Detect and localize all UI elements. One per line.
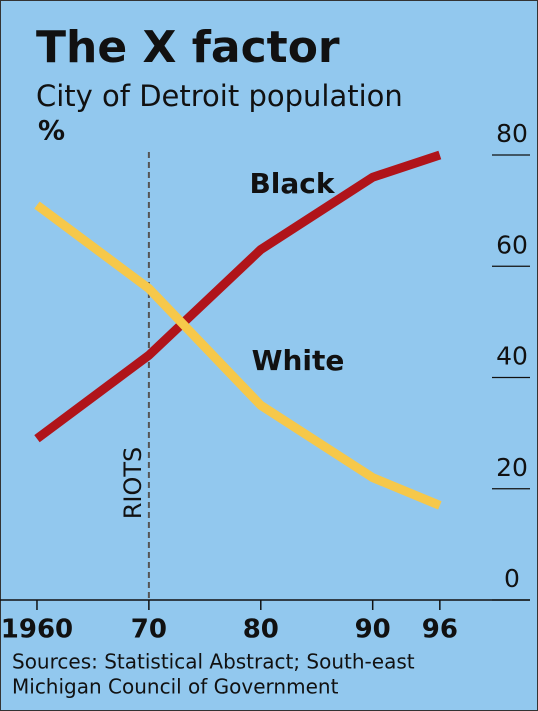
y-tick-label: 0 <box>504 564 520 593</box>
y-tick-label: 80 <box>496 119 528 148</box>
x-tick-label: 1960 <box>1 615 73 645</box>
x-tick-label: 90 <box>355 615 391 645</box>
y-axis-label: % <box>38 116 65 147</box>
annotation: RIOTS <box>119 447 147 520</box>
chart-title: The X factor <box>36 22 340 73</box>
x-tick-label: 70 <box>131 615 167 645</box>
x-tick-label: 80 <box>243 615 279 645</box>
source-line: Sources: Statistical Abstract; South-eas… <box>12 650 415 674</box>
y-tick-label: 40 <box>496 342 528 371</box>
series-label: Black <box>249 167 335 200</box>
line-series <box>34 201 442 510</box>
chart-subtitle: City of Detroit population <box>36 79 403 113</box>
series-label: White <box>252 344 345 377</box>
y-tick-label: 60 <box>496 230 528 259</box>
line-series <box>34 150 442 443</box>
source-line: Michigan Council of Government <box>12 675 339 699</box>
x-tick-label: 96 <box>422 615 458 645</box>
y-tick-label: 20 <box>496 453 528 482</box>
